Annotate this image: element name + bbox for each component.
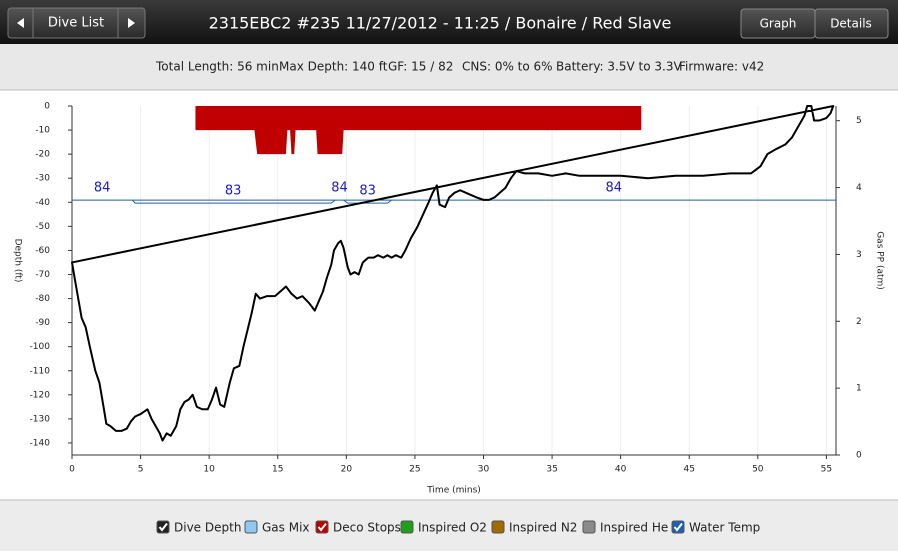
dive-depth [71,105,835,442]
x-tick-label: 0 [69,465,75,475]
y2-tick-label: 5 [856,116,862,126]
y-tick-label: -40 [35,198,50,208]
info-item: Battery: 3.5V to 3.3V [556,60,682,74]
temp-label: 84 [606,181,623,196]
info-bar [0,44,898,90]
legend-label[interactable]: Inspired O2 [418,521,487,535]
y2-tick-label: 4 [856,183,862,193]
info-item: Max Depth: 140 ft [279,60,388,74]
legend-checkbox[interactable] [491,520,505,534]
details-label: Details [830,17,872,31]
legend-label[interactable]: Dive Depth [174,521,241,535]
legend-checkbox[interactable] [315,520,329,534]
check-mark [317,522,327,532]
legend-label[interactable]: Gas Mix [262,521,310,535]
water-temp [72,199,836,204]
dive-list-label: Dive List [48,16,104,31]
y-tick-label: -90 [35,318,50,328]
legend-checkbox[interactable] [582,520,596,534]
x-tick-label: 35 [546,465,557,475]
y-tick-label: -20 [35,150,50,160]
temp-label: 83 [225,184,242,199]
x-tick-label: 25 [409,465,420,475]
x-axis-label: Time (mins) [426,486,481,496]
dive-list-button[interactable] [7,7,146,39]
x-tick-label: 45 [684,465,695,475]
legend: Dive Depth Gas Mix Deco Stops Inspired O2 In… [156,520,760,535]
y-tick-label: -100 [30,342,51,352]
next-arrow[interactable] [128,18,135,28]
check-mark [158,522,168,532]
legend-label[interactable]: Inspired N2 [509,521,577,535]
check-mark [673,522,683,532]
legend-checkbox[interactable] [400,520,414,534]
y-tick-label: -110 [30,366,51,376]
x-tick-label: 10 [203,465,215,475]
info-item: CNS: 0% to 6% [462,60,553,74]
info-item: GF: 15 / 82 [388,60,453,74]
x-tick-label: 30 [478,465,490,475]
y-tick-label: 0 [44,102,50,112]
temp-label: 84 [331,181,348,196]
legend-label[interactable]: Inspired He [600,521,668,535]
graph-label: Graph [760,17,797,31]
legend-label[interactable]: Water Temp [689,521,760,535]
y-tick-label: -80 [35,294,50,304]
legend-checkbox[interactable] [671,520,685,534]
temp-label: 84 [94,181,111,196]
y-tick-label: -70 [35,270,50,280]
legend-bar [0,500,898,551]
deco-stops [195,106,642,155]
y-tick-label: -30 [35,174,50,184]
title: 2315EBC2 #235 11/27/2012 - 11:25 / Bonai… [209,14,672,33]
y-tick-label: -50 [35,222,50,232]
x-tick-label: 40 [615,465,627,475]
info-item: Total Length: 56 min [155,60,279,74]
y-axis-label: Depth (ft) [13,239,23,283]
x-tick-label: 55 [821,465,832,475]
prev-arrow[interactable] [17,18,24,28]
y2-tick-label: 0 [856,451,862,461]
x-tick-label: 50 [752,465,764,475]
y-tick-label: -60 [35,246,50,256]
y-tick-label: -120 [30,390,51,400]
chart-area [0,91,898,500]
y2-tick-label: 3 [856,250,862,260]
details-button[interactable] [814,8,889,39]
legend-checkbox[interactable] [156,520,170,534]
x-tick-label: 5 [138,465,144,475]
x-tick-label: 20 [341,465,353,475]
x-tick-label: 15 [272,465,283,475]
y2-axis-label: Gas PP (atm) [875,231,885,290]
plot: 0 5 10 15 20 25 30 35 40 45 50 550-10-20-30-40-50-6… [13,102,885,496]
y-tick-label: -130 [30,414,51,424]
info: Total Length: 56 min Max Depth: 140 ft GF:… [155,60,764,74]
y-tick-label: -140 [30,438,51,448]
y2-tick-label: 1 [856,384,862,394]
y2-tick-label: 2 [856,317,862,327]
temp-label: 83 [359,184,376,199]
y-tick-label: -10 [35,126,50,136]
legend-checkbox[interactable] [244,520,258,534]
legend-label[interactable]: Deco Stops [333,521,401,535]
info-item: Firmware: v42 [679,60,764,74]
